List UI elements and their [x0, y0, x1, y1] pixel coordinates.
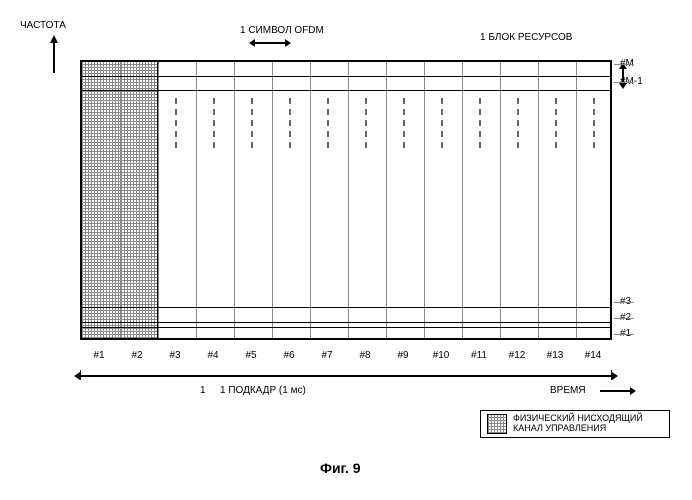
ellipsis-dots [555, 98, 557, 148]
col-line [120, 62, 121, 338]
ellipsis-dots [517, 98, 519, 148]
ellipsis-dots [593, 98, 595, 148]
column-label: #6 [274, 350, 304, 361]
column-label: #11 [464, 350, 494, 361]
resource-block-label: 1 БЛОК РЕСУРСОВ [480, 32, 572, 43]
ellipsis-dots [213, 98, 215, 148]
col-line [196, 62, 197, 338]
column-label: #8 [350, 350, 380, 361]
col-line [424, 62, 425, 338]
y-axis-label: ЧАСТОТА [20, 20, 66, 31]
figure-label: Фиг. 9 [320, 460, 361, 476]
col-line [386, 62, 387, 338]
column-label: #4 [198, 350, 228, 361]
ellipsis-dots [403, 98, 405, 148]
column-label: #14 [578, 350, 608, 361]
legend: ФИЗИЧЕСКИЙ НИСХОДЯЩИЙ КАНАЛ УПРАВЛЕНИЯ [480, 410, 670, 438]
row-label-tick [614, 318, 634, 319]
row-line [82, 90, 610, 91]
column-label: #2 [122, 350, 152, 361]
y-axis-arrow [50, 35, 58, 43]
ofdm-resource-grid-diagram: ЧАСТОТА 1 СИМВОЛ OFDM 1 БЛОК РЕСУРСОВ #1… [20, 20, 670, 470]
col-line [462, 62, 463, 338]
column-label: #10 [426, 350, 456, 361]
column-label: #1 [84, 350, 114, 361]
col-line [310, 62, 311, 338]
ellipsis-dots [327, 98, 329, 148]
subframe-number: 1 [200, 385, 206, 396]
row-line [82, 76, 610, 77]
col-line [576, 62, 577, 338]
col-line [348, 62, 349, 338]
row-line [82, 322, 610, 323]
col-line [272, 62, 273, 338]
legend-swatch-control [487, 414, 507, 434]
row-label-tick [614, 64, 634, 65]
subframe-label: 1 ПОДКАДР (1 мс) [220, 385, 306, 396]
col-line [158, 62, 159, 338]
row-label-tick [614, 334, 634, 335]
symbol-label: 1 СИМВОЛ OFDM [240, 25, 324, 36]
row-label-tick [614, 302, 634, 303]
col-line [500, 62, 501, 338]
symbol-width-arrow [255, 42, 285, 44]
ellipsis-dots [289, 98, 291, 148]
row-line [82, 327, 610, 328]
column-label: #9 [388, 350, 418, 361]
column-label: #13 [540, 350, 570, 361]
resource-grid-frame [80, 60, 612, 340]
ellipsis-dots [365, 98, 367, 148]
column-label: #5 [236, 350, 266, 361]
col-line [234, 62, 235, 338]
column-label: #7 [312, 350, 342, 361]
time-axis-arrow [600, 390, 630, 392]
ellipsis-dots [251, 98, 253, 148]
subframe-duration-arrow [80, 375, 612, 377]
col-line [538, 62, 539, 338]
time-axis-label: ВРЕМЯ [550, 385, 586, 396]
row-line [82, 307, 610, 308]
column-label: #3 [160, 350, 190, 361]
column-label: #12 [502, 350, 532, 361]
ellipsis-dots [441, 98, 443, 148]
legend-text: ФИЗИЧЕСКИЙ НИСХОДЯЩИЙ КАНАЛ УПРАВЛЕНИЯ [513, 414, 663, 434]
row-label-tick [614, 82, 634, 83]
ellipsis-dots [175, 98, 177, 148]
ellipsis-dots [479, 98, 481, 148]
